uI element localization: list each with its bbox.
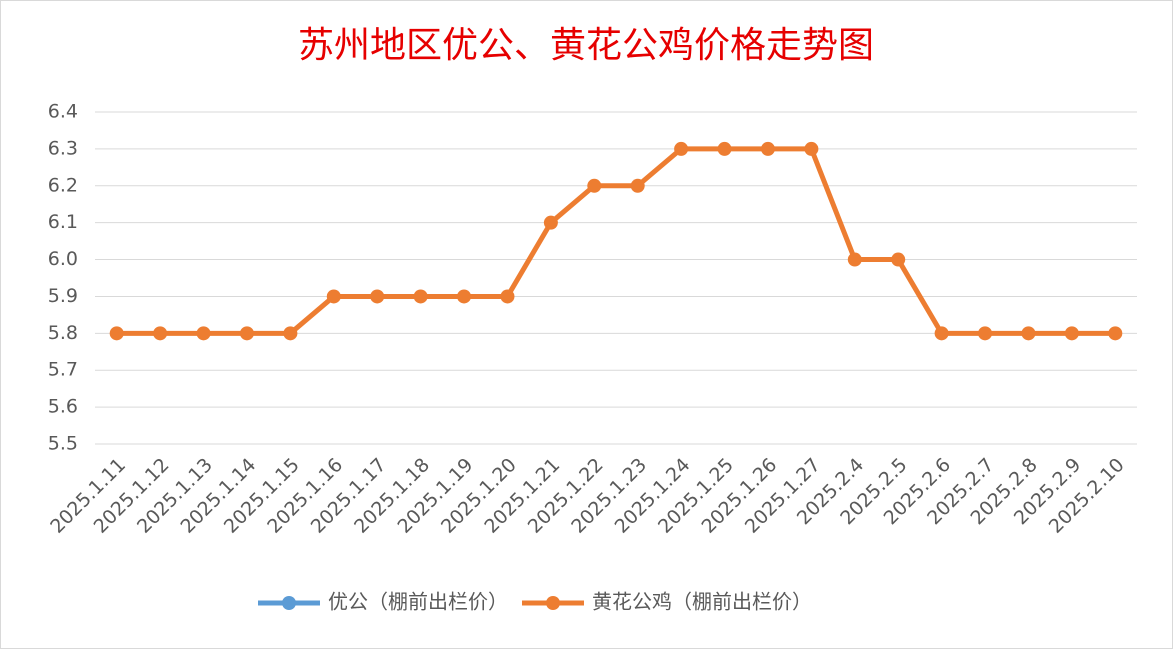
y-tick-label: 6.3 [48,137,78,159]
y-tick-label: 5.9 [48,285,78,307]
data-point [847,252,862,267]
y-tick-label: 5.5 [48,433,78,455]
data-point [500,289,515,304]
series-line [116,146,1116,336]
y-tick-label: 6.0 [48,248,78,270]
data-point [196,326,211,341]
data-point [239,326,254,341]
data-point [1108,326,1123,341]
data-point [109,326,124,341]
data-point [370,289,385,304]
legend-label: 黄花公鸡（棚前出栏价） [592,590,812,614]
data-point [587,178,602,193]
data-point [457,289,472,304]
legend-marker [546,596,560,610]
data-point [543,215,558,230]
data-point [891,252,906,267]
data-point [978,326,993,341]
data-point [934,326,949,341]
y-tick-label: 5.7 [48,359,78,381]
data-point [674,141,689,156]
data-point [630,178,645,193]
data-point [326,289,341,304]
y-tick-label: 6.4 [48,101,78,123]
data-point [760,141,775,156]
data-point [717,141,732,156]
legend-label: 优公（棚前出栏价） [328,590,508,614]
data-point [413,289,428,304]
data-point [283,326,298,341]
legend-marker [282,596,296,610]
y-tick-label: 5.6 [48,396,78,418]
y-tick-label: 6.1 [48,211,78,233]
data-point [804,141,819,156]
data-point [1064,326,1079,341]
data-point [1021,326,1036,341]
y-tick-label: 5.8 [48,322,78,344]
chart-title: 苏州地区优公、黄花公鸡价格走势图 [298,25,874,66]
data-point [153,326,168,341]
y-tick-label: 6.2 [48,174,78,196]
